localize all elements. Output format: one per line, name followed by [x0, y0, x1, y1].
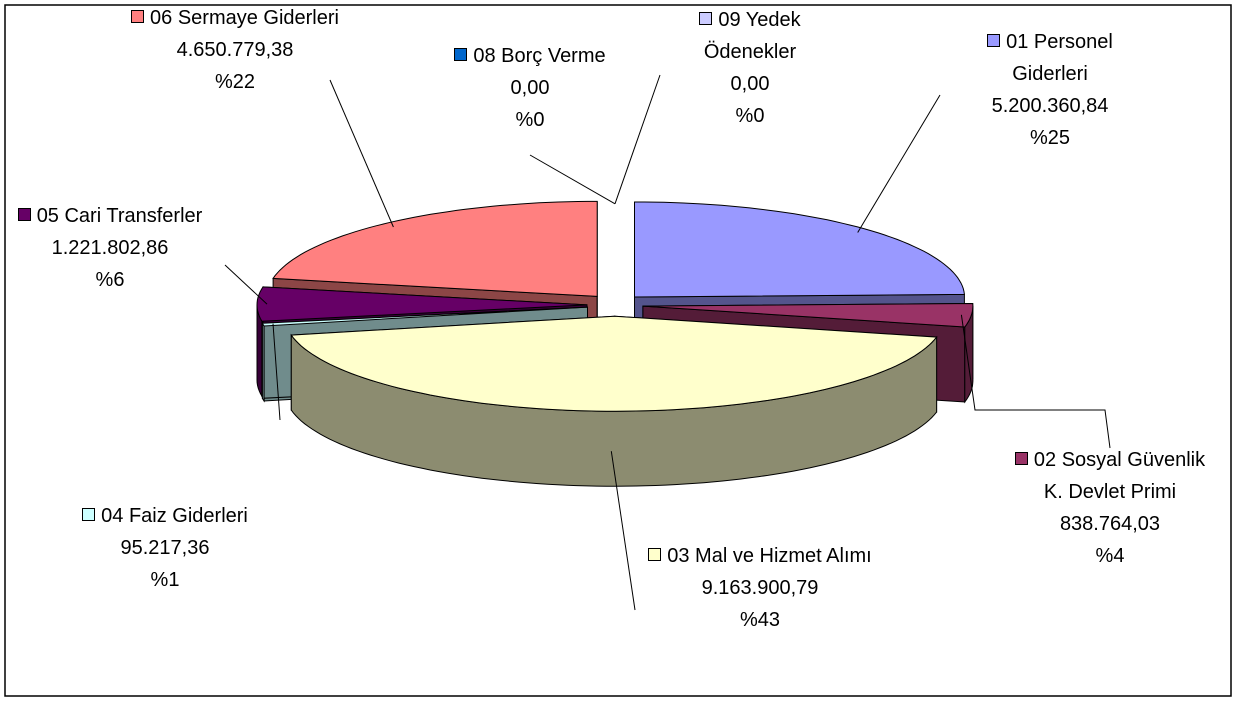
percent-label: %1	[150, 569, 180, 591]
legend-swatch	[699, 12, 713, 25]
data-label: 01 Personel Giderleri 5.200.360,84 %25	[950, 26, 1150, 154]
value-label: 0,00	[730, 73, 770, 95]
slice-side	[261, 321, 265, 403]
legend-swatch	[454, 48, 468, 61]
leader-line	[857, 94, 941, 233]
label-name: 09 Yedek Ödenekler	[655, 4, 845, 68]
leader-line	[272, 323, 281, 421]
value-label: 838.764,03	[1059, 513, 1161, 535]
percent-label: %22	[214, 71, 256, 93]
label-name: 06 Sermaye Giderleri	[130, 2, 340, 34]
category-label: 09 Yedek Ödenekler	[703, 9, 801, 63]
value-label: 5.200.360,84	[991, 95, 1109, 117]
percent-label: %0	[735, 105, 765, 127]
slice	[634, 201, 965, 298]
category-label: 02 Sosyal Güvenlik K. Devlet Primi	[1033, 449, 1206, 503]
label-name: 01 Personel Giderleri	[950, 26, 1150, 90]
category-label: 04 Faiz Giderleri	[101, 505, 248, 527]
data-label: 03 Mal ve Hizmet Alımı 9.163.900,79 %43	[640, 540, 880, 636]
slice	[272, 200, 598, 297]
leader-line	[610, 451, 636, 611]
leader-line	[329, 79, 394, 228]
category-label: 03 Mal ve Hizmet Alımı	[667, 545, 872, 567]
leader-line	[614, 74, 661, 204]
legend-swatch	[82, 508, 96, 521]
leader-line	[960, 314, 1111, 449]
label-name: 04 Faiz Giderleri	[40, 500, 290, 532]
value-label: 95.217,36	[120, 537, 210, 559]
data-label: 08 Borç Verme 0,00 %0	[420, 40, 640, 136]
category-label: 01 Personel Giderleri	[1006, 31, 1113, 85]
label-name: 05 Cari Transferler	[10, 200, 210, 232]
value-label: 1.221.802,86	[51, 237, 169, 259]
legend-swatch	[17, 208, 31, 221]
slice	[290, 315, 938, 412]
percent-label: %43	[739, 609, 781, 631]
label-name: 02 Sosyal Güvenlik K. Devlet Primi	[1005, 444, 1215, 508]
label-name: 08 Borç Verme	[420, 40, 640, 72]
leader-line	[224, 264, 268, 305]
percent-label: %6	[95, 269, 125, 291]
legend-swatch	[131, 10, 145, 23]
value-label: 0,00	[510, 77, 550, 99]
slice	[261, 306, 588, 327]
slice	[256, 286, 588, 322]
category-label: 08 Borç Verme	[473, 45, 606, 67]
slice	[642, 302, 974, 328]
data-label: 09 Yedek Ödenekler 0,00 %0	[655, 4, 845, 132]
legend-swatch	[1014, 452, 1028, 465]
legend-swatch	[987, 34, 1001, 47]
leader-line	[529, 154, 616, 205]
category-label: 06 Sermaye Giderleri	[150, 7, 339, 29]
value-label: 4.650.779,38	[176, 39, 294, 61]
data-label: 06 Sermaye Giderleri 4.650.779,38 %22	[130, 2, 340, 98]
data-label: 04 Faiz Giderleri 95.217,36 %1	[40, 500, 290, 596]
percent-label: %0	[515, 109, 545, 131]
data-label: 02 Sosyal Güvenlik K. Devlet Primi 838.76…	[1005, 444, 1215, 572]
percent-label: %4	[1095, 545, 1125, 567]
label-name: 03 Mal ve Hizmet Alımı	[640, 540, 880, 572]
category-label: 05 Cari Transferler	[36, 205, 203, 227]
data-label: 05 Cari Transferler 1.221.802,86 %6	[10, 200, 210, 296]
legend-swatch	[648, 548, 662, 561]
value-label: 9.163.900,79	[701, 577, 819, 599]
percent-label: %25	[1029, 127, 1071, 149]
